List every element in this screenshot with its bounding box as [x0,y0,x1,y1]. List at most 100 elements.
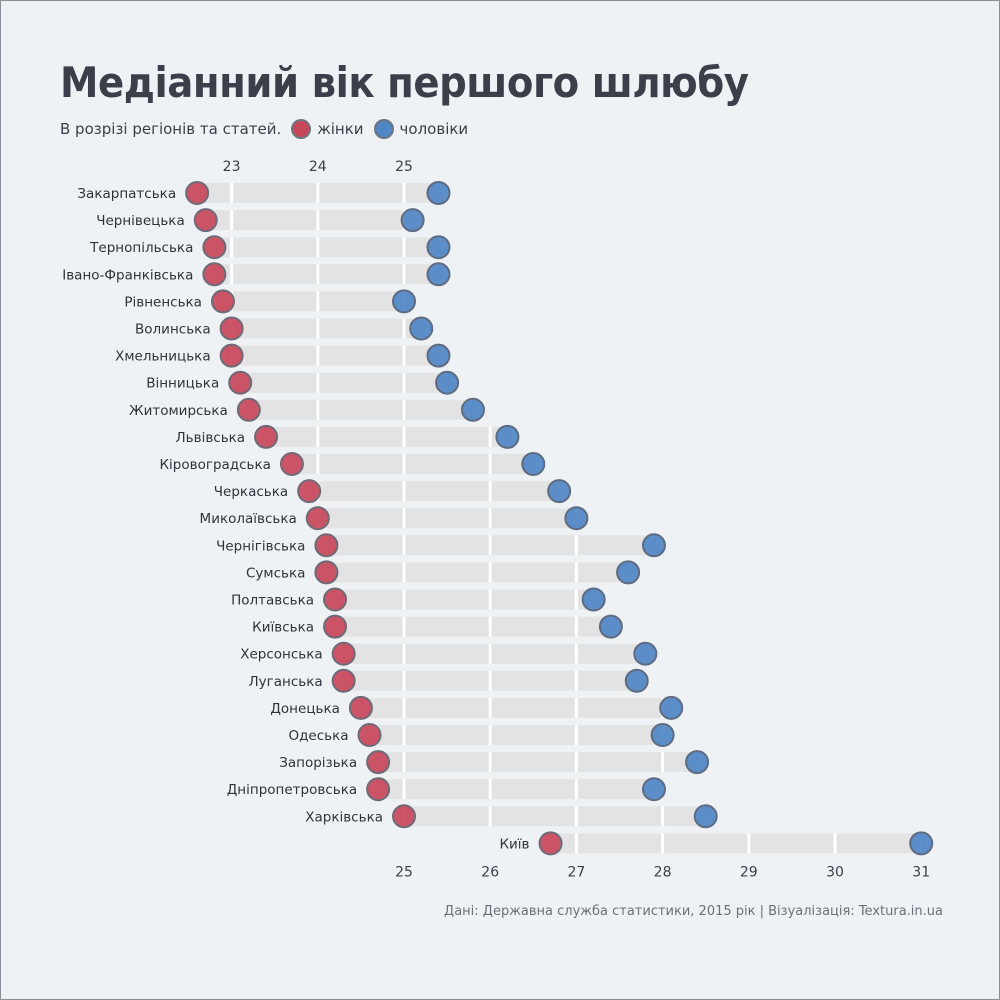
dot-men [909,831,934,856]
region-label: Київська [252,620,314,636]
x-tick-label-bottom: 25 [395,864,413,880]
dot-men [495,424,520,449]
dot-women [297,479,322,504]
row-bar [227,318,426,339]
row-bar [339,643,650,664]
dot-men [435,370,460,395]
row-bar [287,454,538,474]
row-bar [305,481,564,502]
region-label: Луганська [249,674,323,690]
row-bar [331,589,598,610]
dot-men [641,777,666,802]
dot-women [185,181,210,205]
dot-men [426,343,451,368]
dot-women [236,397,261,422]
region-label: Харківська [305,809,383,825]
region-label: Чернівецька [96,213,185,229]
dot-men [426,235,451,260]
row-bar [210,237,443,258]
region-label: Хмельницька [115,349,211,365]
dot-women [228,370,253,395]
dot-men [581,587,606,612]
row-bar [210,264,443,285]
region-label: Миколаївська [200,511,297,527]
region-label: Дніпропетровська [227,782,357,798]
row-bar [546,833,926,854]
x-tick-label-top: 23 [223,159,241,175]
row-bar [356,697,676,718]
row-bar [236,372,452,393]
region-label: Черкаська [214,484,288,500]
row-bar [400,806,710,827]
row-bar [244,399,477,420]
x-tick-label-bottom: 31 [912,864,930,880]
dot-men [426,262,451,287]
row-bar [262,426,512,447]
row-bar [218,291,408,312]
dot-women [366,750,391,775]
row-bar [374,779,658,800]
source-note: Дані: Державна служба статистики, 2015 р… [444,904,943,919]
x-tick-label-bottom: 28 [654,864,672,880]
dot-women [279,452,304,476]
dot-men [547,479,572,504]
x-tick-label-bottom: 26 [481,864,499,880]
dot-men [650,723,675,747]
region-label: Запорізька [279,755,357,771]
dot-women [219,316,244,341]
x-tick-label-bottom: 29 [740,864,758,880]
dot-women [219,343,244,368]
dot-women [202,262,227,287]
region-label: Київ [499,836,529,852]
x-tick-label-top: 25 [395,159,413,175]
region-label: Закарпатська [77,186,176,202]
dot-men [426,181,451,205]
row-bar [201,210,417,231]
region-label: Житомирська [129,403,228,419]
region-label: Львівська [176,430,246,446]
dot-women [538,831,563,856]
region-label: Чернігівська [216,538,305,554]
row-bar [365,725,667,745]
dot-men [659,695,684,720]
dot-men [392,289,416,314]
dot-women [366,777,391,802]
dot-women [314,533,339,558]
region-label: Волинська [135,322,211,338]
dot-men [624,668,649,693]
dot-men [598,614,623,639]
dot-men [693,804,718,829]
dot-women [357,723,382,747]
dot-women [210,289,235,314]
region-label: Полтавська [231,593,314,609]
dot-women [348,695,373,720]
dot-women [323,587,348,612]
dot-men [564,506,589,531]
x-tick-label-bottom: 27 [567,864,585,880]
region-label: Сумська [246,565,305,581]
region-label: Івано-Франківська [62,267,193,283]
dot-men [685,750,710,775]
region-label: Кіровоградська [159,457,270,473]
row-bar [331,616,615,637]
dot-men [521,452,546,476]
row-bar [313,508,581,529]
dot-women [305,506,330,531]
region-label: Рівненська [124,294,202,310]
legend-label-men: чоловіки [399,120,469,138]
x-tick-label-bottom: 30 [826,864,844,880]
row-bar [227,345,443,366]
legend-label-women: жінки [317,120,364,138]
dot-men [616,560,641,585]
legend: В розрізі регіонів та статей. жінки чоло… [60,116,468,142]
region-label: Донецька [270,701,340,717]
dot-men [633,641,658,666]
dot-women [323,614,348,639]
dot-women [331,668,356,693]
row-bar [374,752,702,773]
region-label: Тернопільська [89,240,193,256]
dot-women [202,235,227,260]
x-tick-label-top: 24 [309,159,327,175]
region-label: Вінницька [146,376,219,392]
